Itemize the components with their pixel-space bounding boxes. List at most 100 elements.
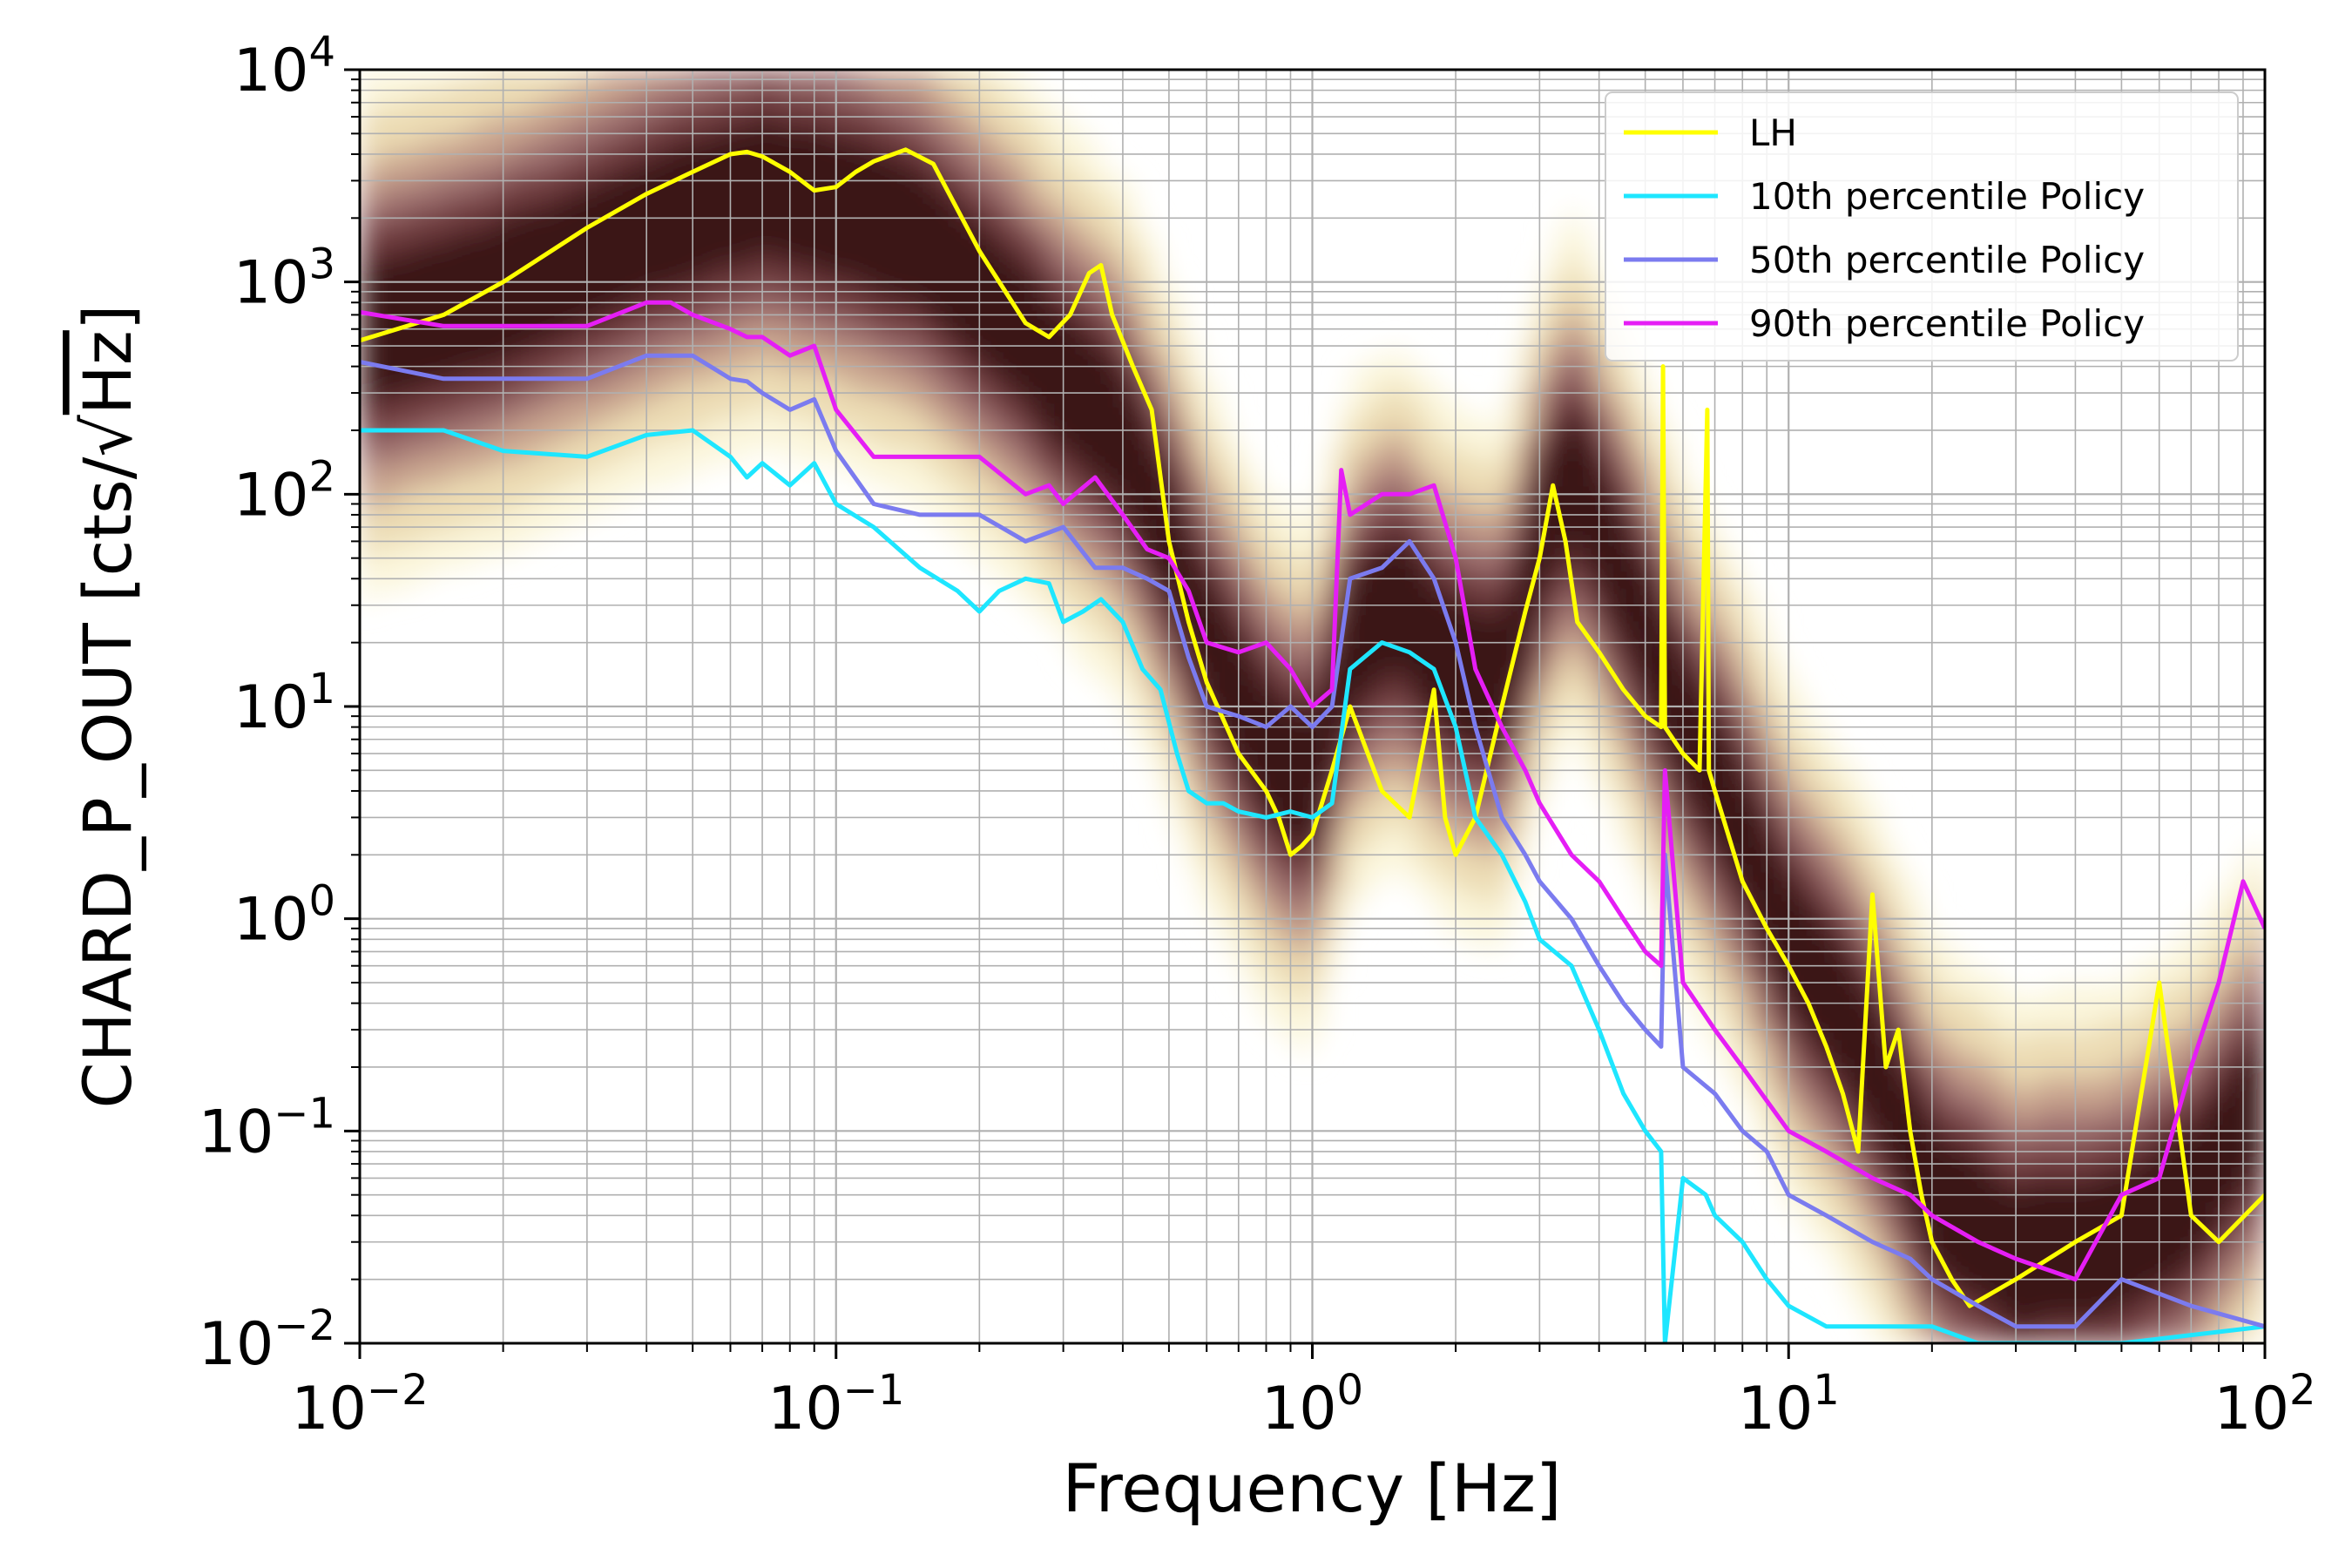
heatmap-cell — [804, 151, 818, 163]
heatmap-cell — [791, 359, 805, 372]
heatmap-cell — [1109, 451, 1123, 464]
heatmap-cell — [1045, 116, 1059, 129]
heatmap-cell — [575, 185, 590, 198]
heatmap-cell — [1032, 232, 1046, 244]
heatmap-cell — [702, 116, 716, 129]
heatmap-cell — [1845, 902, 1860, 916]
heatmap-cell — [410, 463, 424, 476]
heatmap-cell — [982, 162, 996, 175]
heatmap-cell — [1223, 787, 1237, 800]
heatmap-cell — [410, 185, 424, 198]
heatmap-cell — [995, 451, 1009, 464]
heatmap-cell — [1794, 845, 1808, 858]
heatmap-cell — [537, 220, 551, 233]
heatmap-cell — [486, 416, 500, 429]
heatmap-cell — [1173, 510, 1186, 522]
heatmap-cell — [397, 556, 411, 569]
heatmap-cell — [626, 486, 640, 499]
heatmap-cell — [893, 197, 907, 210]
heatmap-cell — [1287, 775, 1301, 788]
heatmap-cell — [639, 266, 652, 279]
heatmap-cell — [753, 405, 767, 418]
heatmap-cell — [1388, 429, 1402, 441]
heatmap-cell — [1794, 1112, 1808, 1125]
heatmap-cell — [905, 301, 920, 314]
heatmap-cell — [372, 370, 386, 383]
heatmap-cell — [486, 335, 500, 348]
heatmap-cell — [1185, 486, 1199, 499]
heatmap-cell — [360, 301, 374, 314]
heatmap-cell — [1071, 313, 1085, 325]
heatmap-cell — [1032, 475, 1046, 488]
heatmap-cell — [1109, 416, 1123, 429]
heatmap-cell — [740, 81, 754, 94]
heatmap-cell — [1159, 648, 1173, 661]
heatmap-cell — [715, 116, 729, 129]
heatmap-cell — [524, 301, 538, 314]
heatmap-cell — [1388, 683, 1402, 696]
heatmap-cell — [1553, 313, 1567, 325]
heatmap-cell — [1020, 429, 1034, 441]
heatmap-cell — [1540, 740, 1555, 754]
heatmap-cell — [1667, 659, 1681, 672]
heatmap-cell — [1071, 625, 1085, 638]
heatmap-cell — [1515, 591, 1529, 603]
heatmap-cell — [1236, 672, 1250, 685]
heatmap-cell — [1528, 440, 1542, 453]
heatmap-cell — [1592, 394, 1605, 407]
heatmap-cell — [1503, 405, 1517, 418]
heatmap-cell — [1045, 243, 1059, 256]
heatmap-cell — [1134, 694, 1148, 707]
heatmap-cell — [1248, 972, 1262, 985]
heatmap-cell — [868, 116, 882, 129]
heatmap-cell — [449, 463, 463, 476]
heatmap-cell — [537, 116, 551, 129]
heatmap-cell — [1058, 394, 1072, 407]
heatmap-cell — [1223, 753, 1237, 766]
heatmap-cell — [1058, 324, 1072, 337]
heatmap-cell — [1223, 915, 1237, 928]
heatmap-cell — [575, 104, 590, 117]
heatmap-cell — [1794, 775, 1808, 788]
heatmap-cell — [943, 104, 957, 117]
heatmap-cell — [1756, 996, 1770, 1009]
heatmap-cell — [740, 429, 754, 441]
heatmap-cell — [436, 405, 449, 418]
heatmap-cell — [1007, 429, 1021, 441]
heatmap-cell — [474, 544, 488, 557]
heatmap-cell — [499, 185, 513, 198]
heatmap-cell — [1845, 1031, 1860, 1044]
heatmap-cell — [372, 173, 386, 186]
heatmap-cell — [575, 486, 590, 499]
heatmap-cell — [461, 347, 475, 360]
heatmap-cell — [995, 173, 1009, 186]
heatmap-cell — [1528, 394, 1542, 407]
heatmap-cell — [1020, 475, 1034, 488]
heatmap-cell — [1261, 694, 1275, 707]
heatmap-cell — [1121, 197, 1135, 210]
heatmap-cell — [474, 232, 488, 244]
heatmap-cell — [1769, 821, 1783, 835]
heatmap-cell — [474, 185, 488, 198]
heatmap-cell — [1617, 625, 1631, 638]
heatmap-cell — [1287, 902, 1301, 916]
heatmap-cell — [1820, 1065, 1834, 1078]
heatmap-cell — [1794, 868, 1808, 881]
heatmap-cell — [511, 510, 526, 522]
heatmap-cell — [740, 278, 754, 291]
heatmap-cell — [449, 359, 463, 372]
heatmap-cell — [1630, 648, 1644, 661]
heatmap-cell — [1464, 510, 1478, 522]
heatmap-cell — [1820, 926, 1834, 939]
heatmap-cell — [626, 475, 640, 488]
heatmap-cell — [1084, 313, 1098, 325]
heatmap-cell — [1058, 416, 1072, 429]
heatmap-cell — [511, 104, 526, 117]
heatmap-cell — [956, 382, 970, 395]
heatmap-cell — [1362, 382, 1376, 395]
heatmap-cell — [1477, 429, 1491, 441]
heatmap-cell — [905, 440, 920, 453]
heatmap-cell — [690, 208, 704, 221]
heatmap-cell — [982, 243, 996, 256]
